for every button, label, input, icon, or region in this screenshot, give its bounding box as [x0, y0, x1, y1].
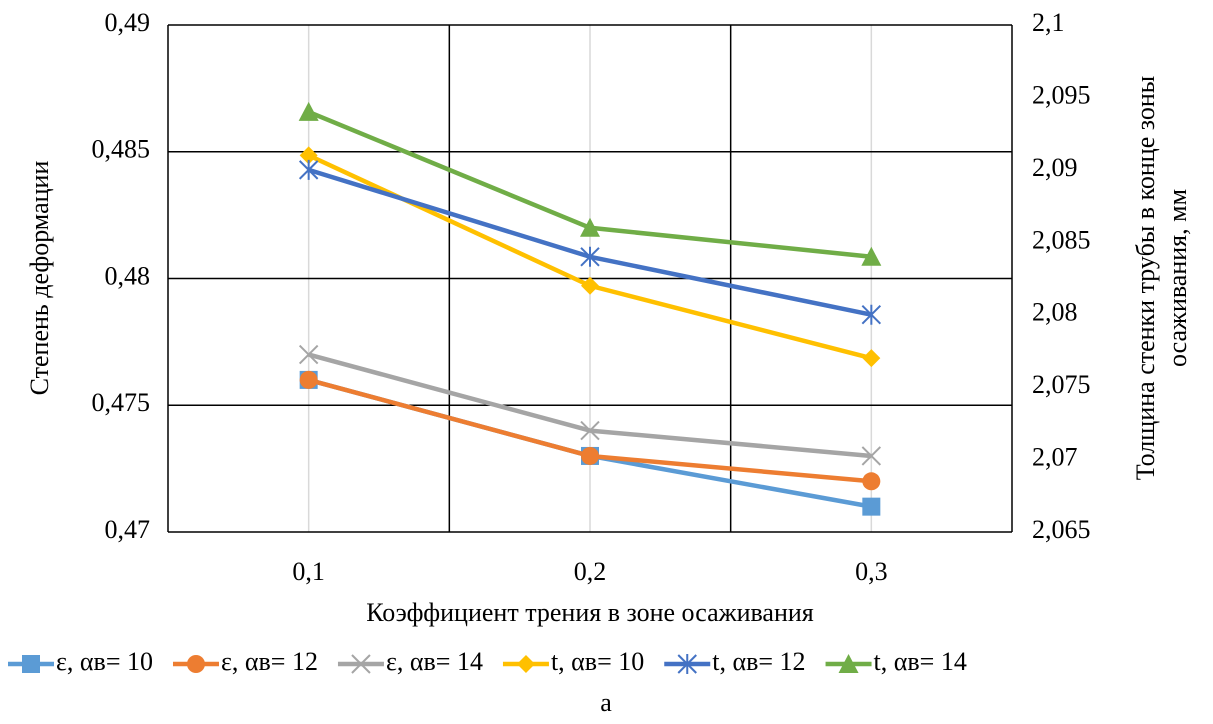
marker	[581, 446, 599, 465]
legend-item: t, αв= 12	[664, 647, 806, 676]
y2-axis-title: осаживания, мм	[1163, 189, 1192, 367]
marker	[298, 159, 319, 180]
y-tick-label: 0,49	[105, 8, 151, 37]
y2-tick-label: 2,085	[1032, 225, 1091, 254]
marker	[862, 349, 881, 368]
marker	[580, 217, 600, 237]
x-tick-label: 0,2	[574, 557, 607, 586]
y2-tick-label: 2,08	[1032, 298, 1078, 327]
legend-label: ε, αв= 10	[56, 647, 153, 676]
y-tick-label: 0,48	[105, 261, 151, 290]
x-tick-label: 0,1	[292, 557, 325, 586]
x-tick-label: 0,3	[855, 557, 888, 586]
marker	[861, 246, 882, 266]
marker	[580, 420, 600, 441]
legend-label: ε, αв= 14	[386, 647, 483, 676]
legend-label: ε, αв= 12	[221, 647, 318, 676]
legend-label: t, αв= 12	[712, 647, 805, 676]
marker	[677, 654, 697, 674]
y2-tick-label: 2,1	[1032, 8, 1065, 37]
legend-item: t, αв= 14	[825, 647, 967, 676]
y2-axis-title: Толщина стенки трубы в конце зоны	[1131, 76, 1160, 481]
marker	[299, 370, 318, 389]
y2-tick-label: 2,07	[1032, 443, 1078, 472]
caption: а	[600, 688, 612, 717]
legend-label: t, αв= 14	[874, 647, 967, 676]
y2-tick-label: 2,065	[1032, 515, 1091, 544]
marker	[861, 446, 882, 466]
marker	[298, 344, 319, 365]
marker	[351, 654, 371, 674]
marker	[186, 655, 205, 673]
marker	[861, 304, 882, 325]
y2-tick-label: 2,09	[1032, 153, 1078, 182]
legend-item: ε, αв= 14	[337, 647, 483, 676]
marker	[298, 101, 319, 121]
marker	[22, 655, 40, 673]
legend-item: t, αв= 10	[502, 647, 644, 676]
y2-tick-label: 2,095	[1032, 80, 1091, 109]
marker	[862, 497, 881, 516]
legend-item: ε, αв= 10	[8, 647, 153, 676]
y-tick-label: 0,47	[105, 515, 151, 544]
x-axis-title: Коэффициент трения в зоне осаживания	[366, 598, 814, 627]
marker	[862, 472, 881, 491]
marker	[838, 654, 859, 673]
marker	[516, 655, 535, 673]
marker	[580, 246, 600, 267]
marker	[581, 276, 599, 295]
legend-item: ε, αв= 12	[172, 647, 318, 676]
legend-label: t, αв= 10	[551, 647, 644, 676]
y2-tick-label: 2,075	[1032, 370, 1091, 399]
y-tick-label: 0,485	[92, 135, 151, 164]
marker	[299, 146, 318, 165]
y-axis-title: Степень деформации	[25, 161, 54, 396]
y-tick-label: 0,475	[92, 388, 151, 417]
